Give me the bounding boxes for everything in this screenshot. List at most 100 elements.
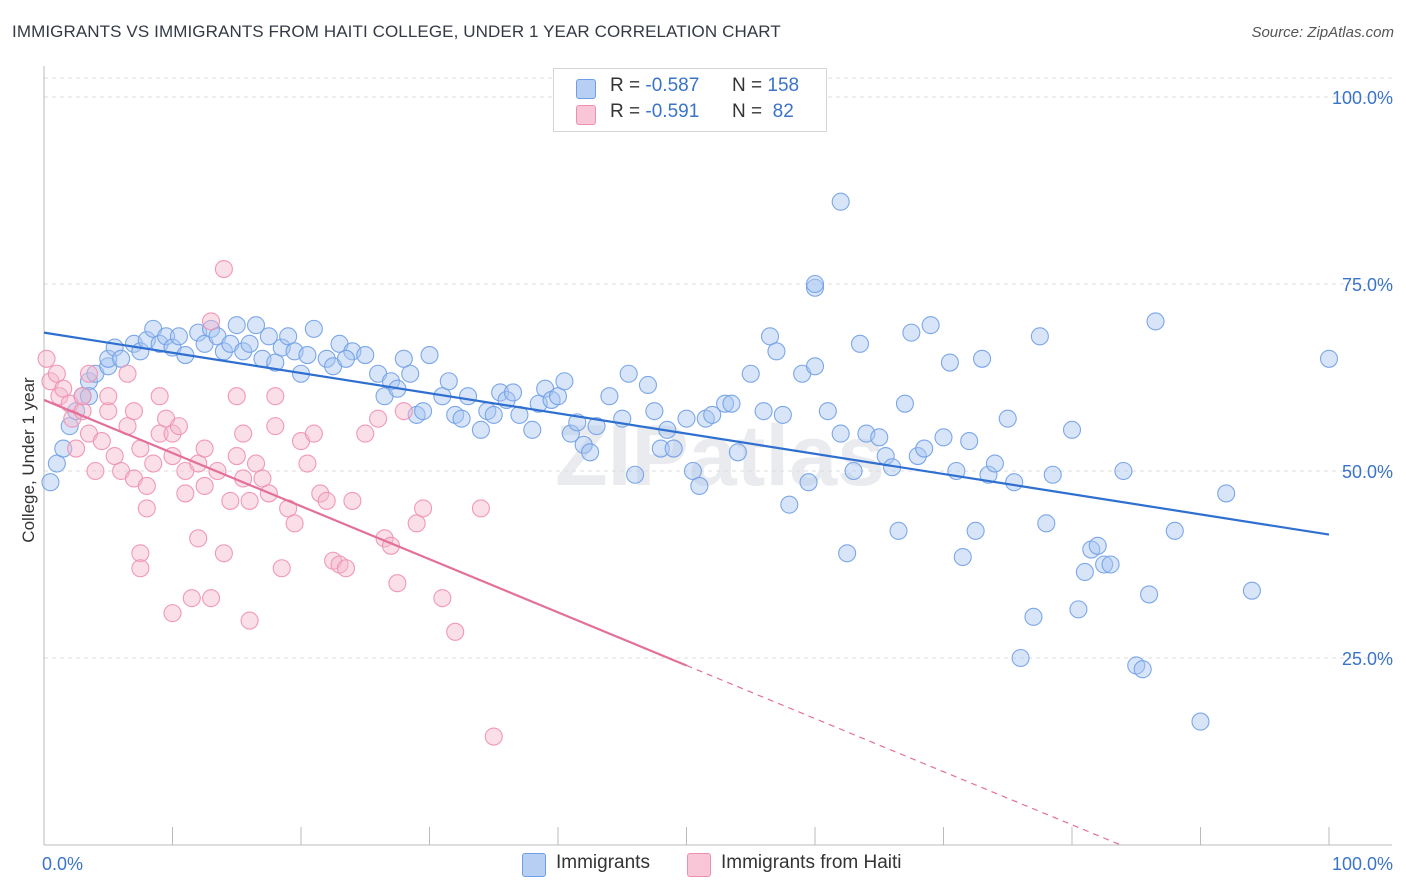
- haiti-point: [214, 259, 233, 279]
- immigrants-point: [773, 405, 792, 424]
- immigrants-point: [780, 495, 799, 514]
- immigrants-point: [234, 342, 253, 361]
- haiti-point: [214, 544, 233, 563]
- haiti-point: [73, 387, 92, 406]
- immigrants-point: [561, 424, 580, 443]
- immigrants-point: [471, 420, 490, 439]
- immigrants-point: [246, 316, 266, 335]
- legend-swatch-haiti: [576, 105, 596, 125]
- immigrants-point: [1242, 581, 1261, 600]
- haiti-point: [54, 379, 73, 398]
- immigrants-point: [979, 465, 998, 484]
- immigrants-point: [112, 349, 131, 368]
- immigrants-point: [240, 334, 259, 353]
- immigrants-point: [304, 319, 323, 338]
- haiti-point: [298, 454, 317, 473]
- immigrants-point: [741, 364, 760, 383]
- haiti-point: [105, 446, 124, 466]
- immigrants-point: [960, 432, 979, 451]
- immigrants-point: [227, 316, 246, 335]
- haiti-point: [369, 409, 388, 428]
- immigrants-point: [458, 387, 478, 406]
- immigrants-point: [651, 439, 670, 458]
- haiti-point: [221, 491, 240, 510]
- immigrants-point: [767, 342, 786, 361]
- immigrants-point: [54, 439, 73, 458]
- immigrants-point: [555, 372, 574, 391]
- immigrants-point: [99, 349, 118, 368]
- haiti-point: [407, 514, 426, 533]
- haiti-point: [124, 402, 143, 421]
- haiti-point: [189, 529, 208, 548]
- chart-title: IMMIGRANTS VS IMMIGRANTS FROM HAITI COLL…: [12, 22, 781, 41]
- haiti-point: [92, 432, 111, 451]
- haiti-point: [86, 461, 105, 481]
- haiti-trend-line: [43, 398, 687, 667]
- immigrants-point: [298, 346, 317, 365]
- immigrants-point: [1191, 712, 1210, 731]
- haiti-point: [137, 499, 156, 518]
- haiti-point: [195, 476, 214, 496]
- haiti-point: [163, 604, 182, 623]
- haiti-point: [304, 424, 323, 443]
- haiti-point: [227, 387, 246, 406]
- haiti-point: [202, 589, 221, 608]
- immigrants-point: [1217, 484, 1236, 503]
- immigrants-point: [336, 349, 356, 368]
- haiti-point: [317, 491, 336, 510]
- immigrants-point: [279, 327, 298, 346]
- chart-source: Source: ZipAtlas.com: [1251, 24, 1394, 41]
- immigrants-point: [799, 473, 818, 492]
- immigrants-point: [581, 443, 600, 462]
- haiti-point: [99, 387, 118, 406]
- data-points: [37, 192, 1339, 746]
- immigrants-point: [703, 405, 722, 424]
- immigrants-point: [683, 461, 702, 481]
- immigrants-point: [934, 428, 953, 447]
- immigrants-point: [79, 372, 99, 391]
- haiti-point: [388, 574, 407, 593]
- haiti-point: [202, 312, 221, 331]
- immigrants-point: [838, 544, 857, 563]
- legend-n-value-haiti: 82: [772, 101, 794, 122]
- immigrants-point: [452, 409, 471, 428]
- immigrants-point: [317, 349, 336, 368]
- immigrants-point: [998, 409, 1017, 428]
- legend-r-value-haiti: -0.591: [645, 101, 700, 122]
- immigrants-point: [523, 420, 542, 439]
- immigrants-point: [1030, 327, 1049, 346]
- immigrants-point: [722, 394, 741, 413]
- immigrants-point: [715, 394, 735, 413]
- immigrants-point: [818, 402, 837, 421]
- immigrants-point: [491, 383, 510, 402]
- haiti-point: [169, 417, 188, 436]
- immigrants-point: [1043, 465, 1062, 484]
- immigrants-point: [1062, 420, 1082, 439]
- immigrants-point: [1114, 461, 1133, 481]
- immigrants-point: [503, 383, 523, 402]
- immigrants-point: [574, 435, 593, 454]
- immigrants-point: [902, 323, 921, 342]
- haiti-point: [471, 499, 490, 518]
- immigrants-point: [690, 476, 709, 496]
- immigrants-trend-line: [43, 331, 1330, 536]
- immigrants-point: [638, 375, 658, 395]
- legend-n-haiti: N = 82: [732, 101, 794, 122]
- immigrants-point: [414, 402, 433, 421]
- immigrants-point: [626, 465, 645, 484]
- haiti-point: [446, 622, 465, 641]
- immigrants-point: [1075, 562, 1094, 582]
- haiti-point: [67, 439, 86, 458]
- immigrants-point: [1146, 312, 1165, 331]
- immigrants-point: [1069, 600, 1088, 619]
- haiti-point: [266, 417, 285, 436]
- haiti-point: [79, 364, 99, 383]
- immigrants-point: [157, 327, 176, 346]
- immigrants-point: [645, 402, 664, 421]
- immigrants-point: [760, 327, 780, 346]
- immigrants-point: [972, 349, 992, 368]
- immigrants-point: [870, 428, 889, 447]
- haiti-point: [227, 446, 246, 466]
- haiti-point: [240, 491, 259, 510]
